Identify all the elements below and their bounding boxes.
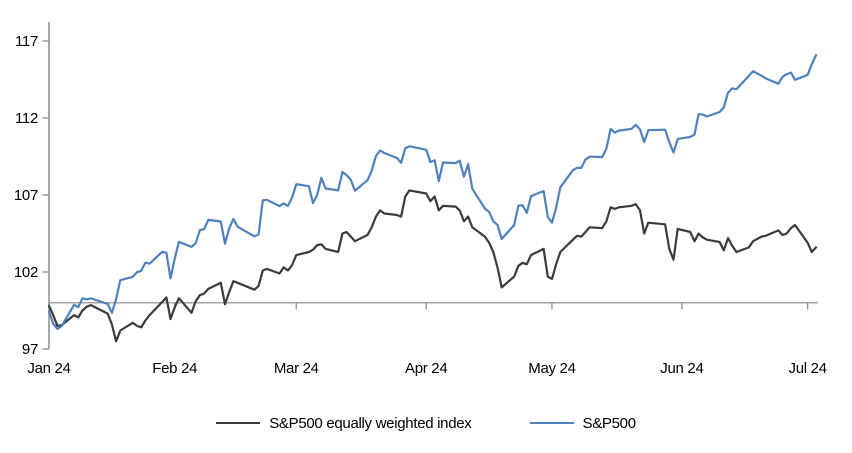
y-tick-label: 107 [14, 187, 38, 204]
legend-line-sample-sp500 [529, 422, 574, 424]
x-tick-label: May 24 [528, 360, 575, 377]
y-tick-label: 97 [22, 341, 38, 358]
y-tick-label: 102 [14, 264, 38, 281]
y-tick-label: 112 [15, 110, 38, 127]
x-tick-label: Feb 24 [152, 360, 197, 377]
legend: S&P500 equally weighted index S&P500 [0, 412, 852, 434]
legend-item-sp500: S&P500 [529, 414, 637, 432]
legend-item-equal-weight: S&P500 equally weighted index [216, 414, 472, 432]
legend-line-sample-equal-weight [216, 422, 261, 424]
x-tick-label: Jan 24 [27, 360, 70, 377]
legend-label-equal-weight: S&P500 equally weighted index [269, 414, 472, 432]
x-tick-label: Apr 24 [405, 360, 447, 377]
y-tick-label: 117 [15, 33, 38, 50]
series-line-equal-weight [47, 189, 818, 343]
x-tick-label: Jun 24 [660, 360, 703, 377]
x-tick-label: Mar 24 [274, 360, 319, 377]
legend-label-sp500: S&P500 [582, 414, 637, 432]
series-line-sp500 [47, 54, 818, 331]
x-tick-label: Jul 24 [789, 360, 827, 377]
